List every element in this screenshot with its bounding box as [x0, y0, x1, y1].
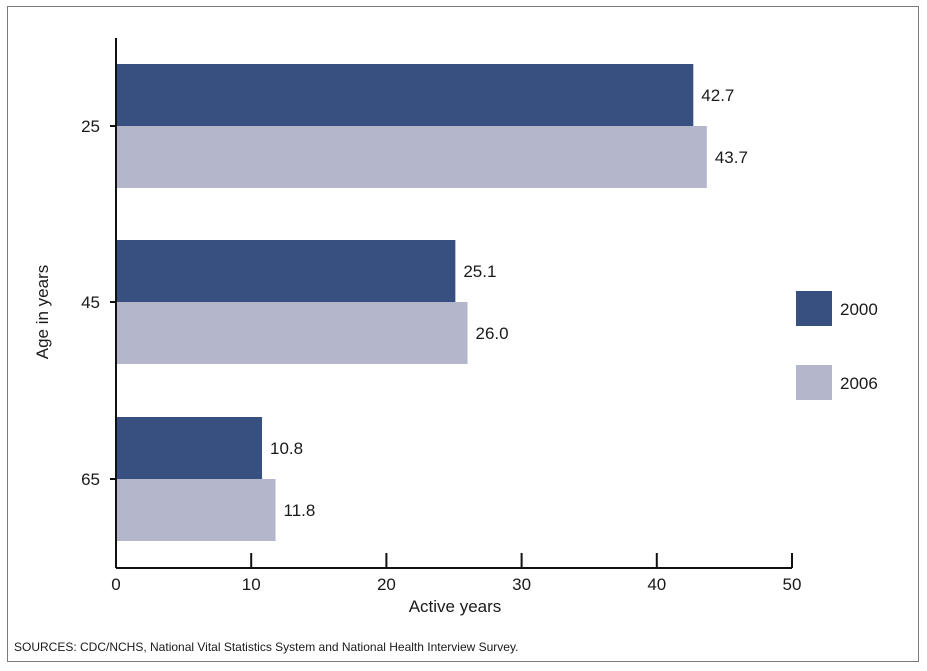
- data-label-2006-age-65: 11.8: [284, 501, 316, 520]
- bar-2000-age-25: [116, 64, 694, 126]
- data-label-2000-age-65: 10.8: [270, 439, 303, 458]
- data-labels-group: 42.7 43.7 25.1 26.0 10.8 11.8: [270, 86, 748, 520]
- x-tick-label-0: 0: [111, 575, 120, 594]
- data-label-2000-age-25: 42.7: [701, 86, 734, 105]
- bar-2006-age-45: [116, 302, 468, 364]
- x-ticks-group: 0 10 20 30 40 50: [111, 553, 801, 594]
- x-tick-label-30: 30: [512, 575, 531, 594]
- data-label-2006-age-25: 43.7: [715, 148, 748, 167]
- bars-group: [116, 64, 707, 541]
- data-label-2000-age-45: 25.1: [463, 262, 496, 281]
- y-tick-labels-group: 25 45 65: [81, 117, 100, 489]
- x-axis-title: Active years: [409, 597, 502, 616]
- legend-label-2000: 2000: [840, 300, 878, 319]
- x-tick-label-20: 20: [377, 575, 396, 594]
- x-tick-label-40: 40: [647, 575, 666, 594]
- y-tick-label-45: 45: [81, 293, 100, 312]
- bar-2000-age-45: [116, 240, 456, 302]
- bar-2000-age-65: [116, 417, 263, 479]
- data-label-2006-age-45: 26.0: [476, 324, 509, 343]
- source-note: SOURCES: CDC/NCHS, National Vital Statis…: [14, 640, 519, 654]
- x-tick-label-10: 10: [242, 575, 261, 594]
- legend-label-2006: 2006: [840, 374, 878, 393]
- bar-2006-age-25: [116, 126, 707, 188]
- y-tick-label-65: 65: [81, 470, 100, 489]
- axes-group: [110, 38, 792, 569]
- y-axis-title: Age in years: [33, 265, 52, 360]
- y-tick-label-25: 25: [81, 117, 100, 136]
- legend-swatch-2000: [796, 291, 832, 326]
- legend: 2000 2006: [796, 291, 878, 400]
- bar-2006-age-65: [116, 479, 276, 541]
- legend-swatch-2006: [796, 365, 832, 400]
- x-tick-label-50: 50: [783, 575, 802, 594]
